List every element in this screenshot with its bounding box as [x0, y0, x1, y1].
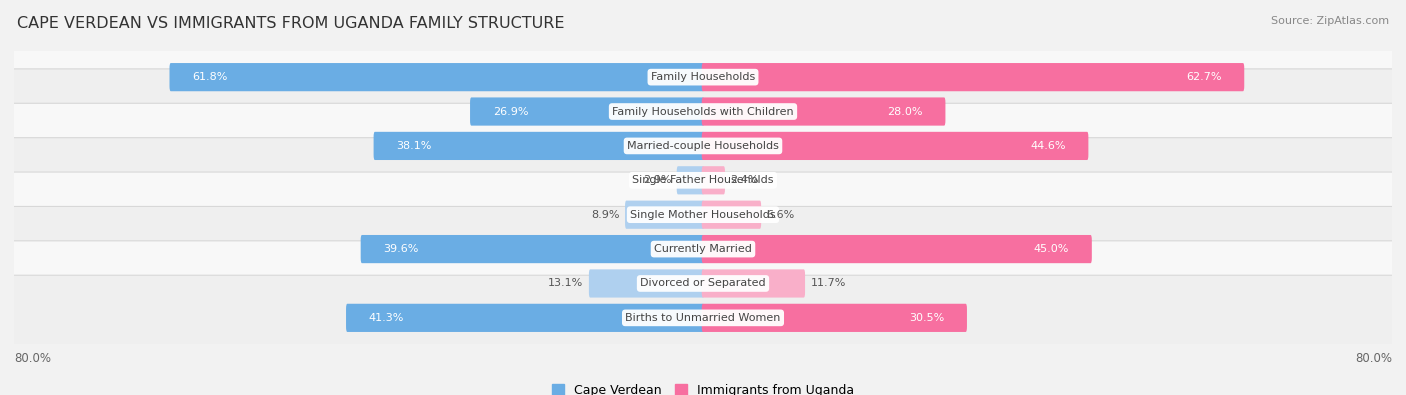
FancyBboxPatch shape: [702, 166, 725, 194]
FancyBboxPatch shape: [702, 63, 1244, 91]
FancyBboxPatch shape: [702, 269, 806, 297]
Text: 13.1%: 13.1%: [548, 278, 583, 288]
Text: 28.0%: 28.0%: [887, 107, 922, 117]
FancyBboxPatch shape: [702, 98, 945, 126]
Text: 62.7%: 62.7%: [1185, 72, 1222, 82]
Text: 30.5%: 30.5%: [908, 313, 945, 323]
Text: 41.3%: 41.3%: [368, 313, 405, 323]
Text: Single Father Households: Single Father Households: [633, 175, 773, 185]
Text: 45.0%: 45.0%: [1033, 244, 1069, 254]
Text: Source: ZipAtlas.com: Source: ZipAtlas.com: [1271, 16, 1389, 26]
Text: 61.8%: 61.8%: [193, 72, 228, 82]
FancyBboxPatch shape: [7, 275, 1399, 361]
Text: 39.6%: 39.6%: [384, 244, 419, 254]
Text: 38.1%: 38.1%: [396, 141, 432, 151]
Text: 2.9%: 2.9%: [643, 175, 671, 185]
Text: Currently Married: Currently Married: [654, 244, 752, 254]
FancyBboxPatch shape: [702, 132, 1088, 160]
Text: 11.7%: 11.7%: [811, 278, 846, 288]
Text: Births to Unmarried Women: Births to Unmarried Women: [626, 313, 780, 323]
FancyBboxPatch shape: [626, 201, 704, 229]
Legend: Cape Verdean, Immigrants from Uganda: Cape Verdean, Immigrants from Uganda: [547, 379, 859, 395]
FancyBboxPatch shape: [374, 132, 704, 160]
FancyBboxPatch shape: [7, 69, 1399, 154]
Text: 26.9%: 26.9%: [494, 107, 529, 117]
FancyBboxPatch shape: [7, 207, 1399, 292]
FancyBboxPatch shape: [361, 235, 704, 263]
FancyBboxPatch shape: [7, 34, 1399, 120]
FancyBboxPatch shape: [702, 304, 967, 332]
Text: 6.6%: 6.6%: [766, 210, 794, 220]
FancyBboxPatch shape: [7, 138, 1399, 223]
Text: Divorced or Separated: Divorced or Separated: [640, 278, 766, 288]
Text: Single Mother Households: Single Mother Households: [630, 210, 776, 220]
Text: 80.0%: 80.0%: [1355, 352, 1392, 365]
Text: 2.4%: 2.4%: [731, 175, 759, 185]
FancyBboxPatch shape: [7, 172, 1399, 257]
Text: Family Households with Children: Family Households with Children: [612, 107, 794, 117]
FancyBboxPatch shape: [7, 241, 1399, 326]
FancyBboxPatch shape: [346, 304, 704, 332]
Text: 8.9%: 8.9%: [591, 210, 620, 220]
Text: 80.0%: 80.0%: [14, 352, 51, 365]
FancyBboxPatch shape: [676, 166, 704, 194]
Text: 44.6%: 44.6%: [1031, 141, 1066, 151]
FancyBboxPatch shape: [7, 103, 1399, 188]
Text: CAPE VERDEAN VS IMMIGRANTS FROM UGANDA FAMILY STRUCTURE: CAPE VERDEAN VS IMMIGRANTS FROM UGANDA F…: [17, 16, 564, 31]
FancyBboxPatch shape: [702, 201, 761, 229]
Text: Married-couple Households: Married-couple Households: [627, 141, 779, 151]
FancyBboxPatch shape: [589, 269, 704, 297]
FancyBboxPatch shape: [470, 98, 704, 126]
Text: Family Households: Family Households: [651, 72, 755, 82]
FancyBboxPatch shape: [702, 235, 1092, 263]
FancyBboxPatch shape: [170, 63, 704, 91]
